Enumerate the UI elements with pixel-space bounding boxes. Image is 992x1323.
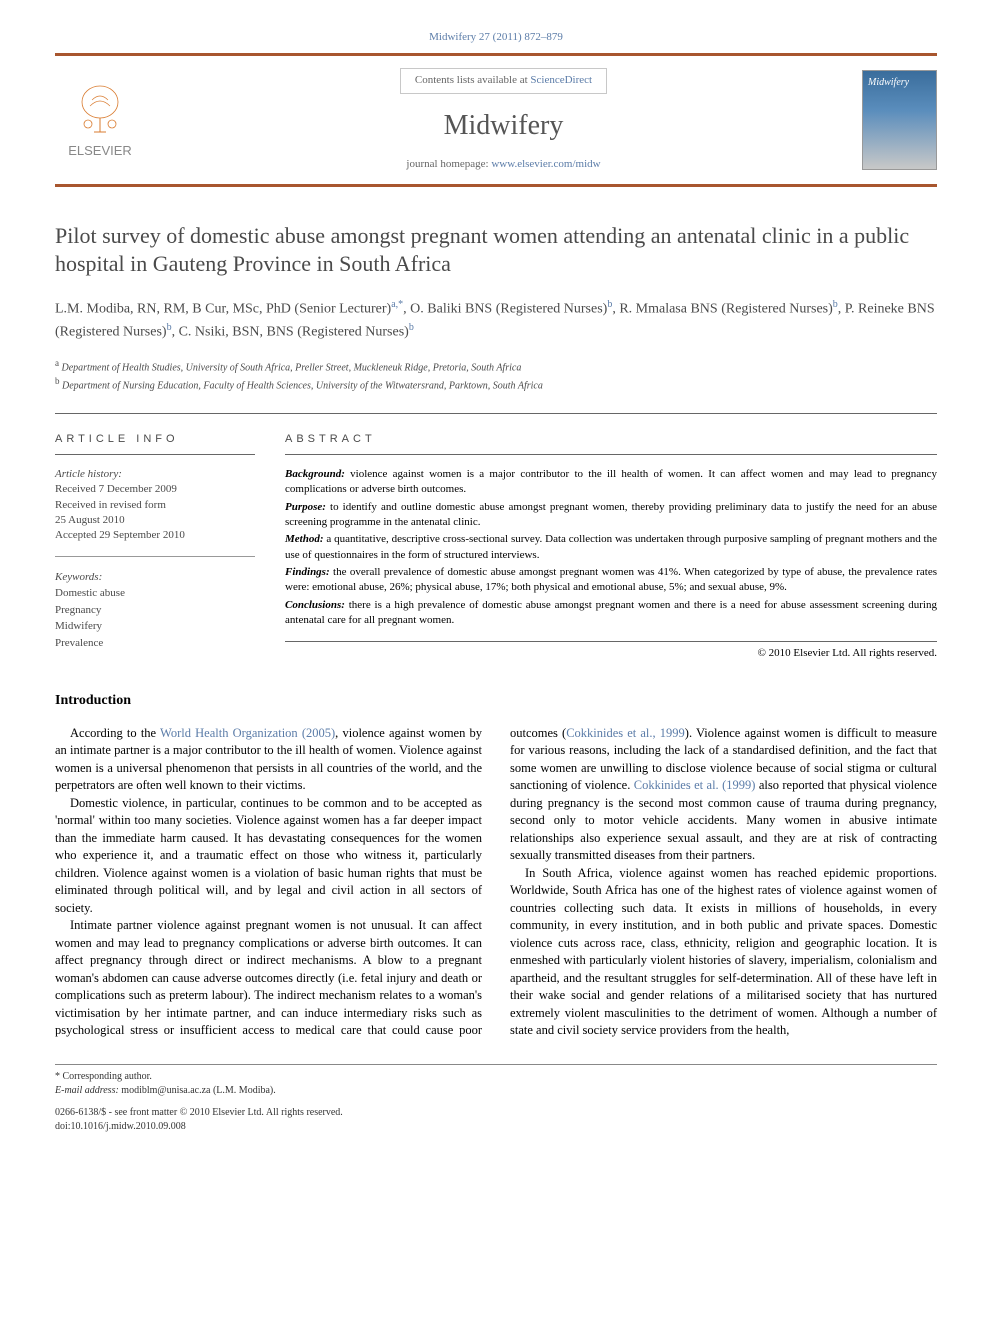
history-line: 25 August 2010 (55, 514, 125, 526)
email-value: modiblm@unisa.ac.za (L.M. Modiba). (121, 1085, 275, 1096)
sciencedirect-link[interactable]: ScienceDirect (530, 74, 592, 86)
history-label: Article history: (55, 468, 122, 480)
article-history: Article history: Received 7 December 200… (55, 467, 255, 557)
issn-line: 0266-6138/$ - see front matter © 2010 El… (55, 1106, 937, 1120)
abstract-copyright: © 2010 Elsevier Ltd. All rights reserved… (285, 646, 937, 661)
affiliations: a Department of Health Studies, Universi… (55, 357, 937, 394)
keywords-block: Keywords: Domestic abuse Pregnancy Midwife… (55, 569, 255, 652)
corresponding-author: * Corresponding author. E-mail address: … (55, 1070, 937, 1098)
history-line: Received in revised form (55, 499, 166, 511)
abstract-section: Purpose: to identify and outline domesti… (285, 500, 937, 531)
keyword: Midwifery (55, 620, 102, 632)
keyword: Domestic abuse (55, 587, 125, 599)
body-paragraph: In South Africa, violence against women … (510, 865, 937, 1040)
footer-stamp: 0266-6138/$ - see front matter © 2010 El… (55, 1098, 937, 1134)
article-info-column: ARTICLE INFO Article history: Received 7… (55, 432, 255, 661)
journal-cover-thumbnail: Midwifery (862, 70, 937, 170)
abstract-header: ABSTRACT (285, 432, 937, 454)
journal-homepage: journal homepage: www.elsevier.com/midw (406, 157, 600, 172)
page-container: Midwifery 27 (2011) 872–879 ELSEVIER Con… (0, 0, 992, 1174)
abstract-section: Background: violence against women is a … (285, 467, 937, 498)
abstract-section: Findings: the overall prevalence of dome… (285, 565, 937, 596)
journal-header: ELSEVIER Contents lists available at Sci… (55, 53, 937, 187)
history-line: Received 7 December 2009 (55, 483, 177, 495)
header-center: Contents lists available at ScienceDirec… (145, 68, 862, 172)
cover-label: Midwifery (868, 76, 909, 90)
doi-line: doi:10.1016/j.midw.2010.09.008 (55, 1120, 937, 1134)
citation-line: Midwifery 27 (2011) 872–879 (55, 30, 937, 45)
publisher-name: ELSEVIER (68, 142, 132, 160)
homepage-link[interactable]: www.elsevier.com/midw (491, 158, 600, 170)
history-line: Accepted 29 September 2010 (55, 529, 185, 541)
keywords-label: Keywords: (55, 569, 255, 586)
abstract-section: Method: a quantitative, descriptive cros… (285, 532, 937, 563)
page-footer: * Corresponding author. E-mail address: … (55, 1064, 937, 1134)
author-list: L.M. Modiba, RN, RM, B Cur, MSc, PhD (Se… (55, 297, 937, 342)
keyword: Pregnancy (55, 604, 101, 616)
info-abstract-row: ARTICLE INFO Article history: Received 7… (55, 413, 937, 661)
body-paragraph: Domestic violence, in particular, contin… (55, 795, 482, 918)
email-label: E-mail address: (55, 1085, 119, 1096)
introduction-heading: Introduction (55, 691, 937, 711)
abstract-column: ABSTRACT Background: violence against wo… (285, 432, 937, 661)
keyword: Prevalence (55, 637, 103, 649)
homepage-prefix: journal homepage: (406, 158, 491, 170)
contents-prefix: Contents lists available at (415, 74, 530, 86)
abstract-section: Conclusions: there is a high prevalence … (285, 598, 937, 629)
elsevier-tree-icon (70, 80, 130, 140)
corresponding-label: * Corresponding author. (55, 1070, 937, 1084)
article-info-header: ARTICLE INFO (55, 432, 255, 454)
article-title: Pilot survey of domestic abuse amongst p… (55, 222, 937, 277)
elsevier-logo: ELSEVIER (55, 75, 145, 165)
journal-name: Midwifery (444, 106, 564, 145)
body-two-column: According to the World Health Organizati… (55, 725, 937, 1040)
contents-link-box: Contents lists available at ScienceDirec… (400, 68, 607, 93)
abstract-body: Background: violence against women is a … (285, 467, 937, 642)
body-paragraph: According to the World Health Organizati… (55, 725, 482, 795)
